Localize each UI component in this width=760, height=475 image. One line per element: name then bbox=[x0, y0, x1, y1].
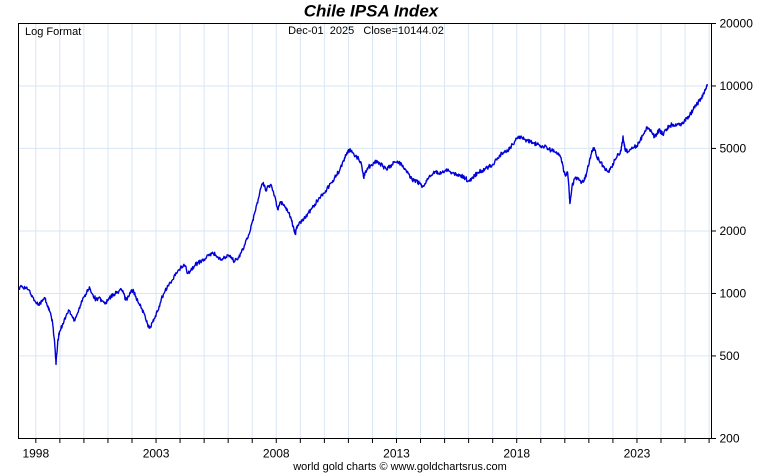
y-tick-label: 5000 bbox=[720, 142, 747, 156]
footer-credit: world gold charts © www.goldchartsrus.co… bbox=[292, 461, 507, 473]
y-tick-label: 500 bbox=[720, 349, 740, 363]
x-tick-label: 2003 bbox=[143, 447, 170, 461]
chart-title: Chile IPSA Index bbox=[304, 2, 440, 21]
grid-lines bbox=[18, 23, 712, 439]
y-tick-label: 1000 bbox=[720, 287, 747, 301]
axes: 1998 2003 2008 2013 2018 2023 20000 10000 5000 20… bbox=[18, 17, 754, 461]
plot-border bbox=[18, 23, 712, 439]
x-tick-label: 1998 bbox=[22, 447, 49, 461]
log-format-label: Log Format bbox=[25, 26, 81, 38]
x-tick-label: 2023 bbox=[624, 447, 651, 461]
x-tick-label: 2018 bbox=[503, 447, 530, 461]
y-tick-label: 20000 bbox=[720, 17, 754, 31]
chart-subtitle-date-close: Dec-01 2025 Close=10144.02 bbox=[288, 25, 444, 37]
x-tick-label: 2008 bbox=[263, 447, 290, 461]
y-tick-label: 10000 bbox=[720, 79, 754, 93]
x-tick-label: 2013 bbox=[383, 447, 410, 461]
y-tick-label: 2000 bbox=[720, 224, 747, 238]
y-tick-label: 200 bbox=[720, 432, 740, 446]
price-series bbox=[18, 84, 708, 366]
price-line bbox=[18, 84, 708, 366]
